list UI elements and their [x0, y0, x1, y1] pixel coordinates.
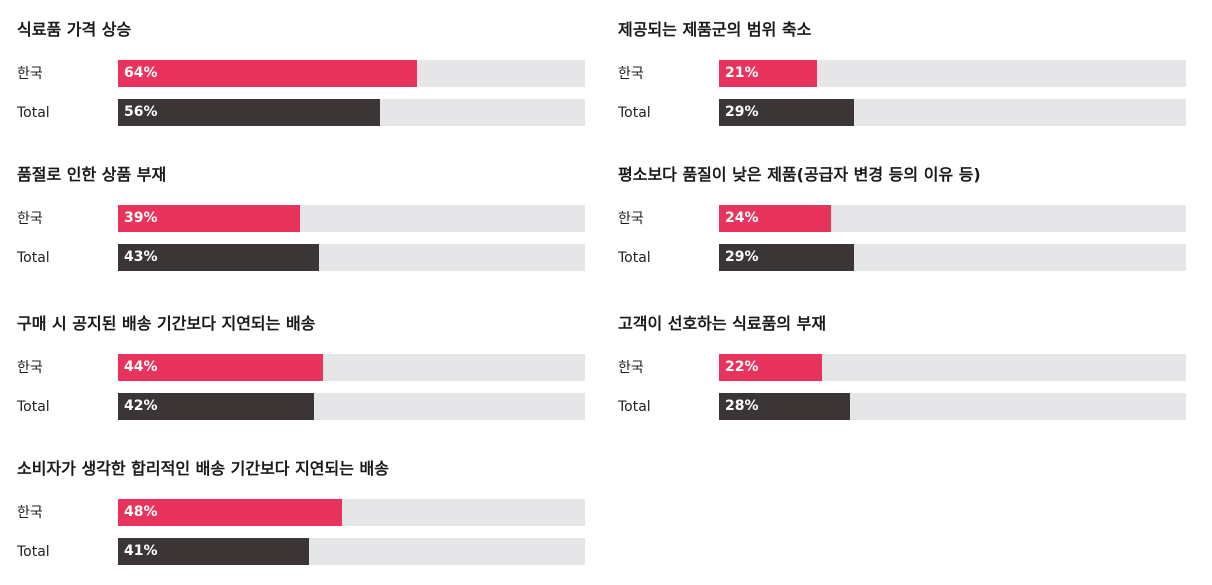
category-label: Total [618, 250, 651, 266]
category-label: 한국 [17, 505, 43, 521]
category-label: 한국 [618, 360, 644, 376]
bar-track: 42% [118, 393, 585, 420]
bar-korea: 64% [118, 60, 417, 87]
bar-total: 28% [719, 393, 850, 420]
bar-value-label: 24% [725, 210, 759, 226]
bar-value-label: 39% [124, 210, 158, 226]
bar-track: 43% [118, 244, 585, 271]
category-label: Total [618, 399, 651, 415]
bar-total: 41% [118, 538, 309, 565]
category-label: Total [17, 544, 50, 560]
bar-total: 43% [118, 244, 319, 271]
chart-panel: 평소보다 품질이 낮은 제품(공급자 변경 등의 이유 등) 한국 24% Total… [618, 145, 1186, 290]
bar-korea: 24% [719, 205, 831, 232]
bar-value-label: 56% [124, 104, 158, 120]
bar-track: 24% [719, 205, 1186, 232]
bar-track: 29% [719, 99, 1186, 126]
bar-value-label: 22% [725, 359, 759, 375]
category-label: 한국 [17, 360, 43, 376]
bar-track: 29% [719, 244, 1186, 271]
bar-korea: 44% [118, 354, 323, 381]
category-label: 한국 [17, 211, 43, 227]
category-label: 한국 [618, 66, 644, 82]
chart-title: 품절로 인한 상품 부재 [17, 165, 167, 184]
bar-track: 39% [118, 205, 585, 232]
bar-value-label: 21% [725, 65, 759, 81]
bar-value-label: 44% [124, 359, 158, 375]
chart-title: 소비자가 생각한 합리적인 배송 기간보다 지연되는 배송 [17, 459, 389, 478]
bar-value-label: 29% [725, 104, 759, 120]
bar-track: 48% [118, 499, 585, 526]
bar-track: 44% [118, 354, 585, 381]
bar-value-label: 29% [725, 249, 759, 265]
chart-title: 구매 시 공지된 배송 기간보다 지연되는 배송 [17, 314, 316, 333]
bar-korea: 21% [719, 60, 817, 87]
bar-track: 56% [118, 99, 585, 126]
bar-value-label: 48% [124, 504, 158, 520]
bar-track: 64% [118, 60, 585, 87]
bar-value-label: 43% [124, 249, 158, 265]
category-label: Total [618, 105, 651, 121]
category-label: 한국 [618, 211, 644, 227]
bar-korea: 39% [118, 205, 300, 232]
bar-track: 22% [719, 354, 1186, 381]
bar-korea: 48% [118, 499, 342, 526]
bar-total: 56% [118, 99, 380, 126]
category-label: 한국 [17, 66, 43, 82]
category-label: Total [17, 105, 50, 121]
bar-total: 29% [719, 99, 854, 126]
chart-title: 제공되는 제품군의 범위 축소 [618, 20, 812, 39]
bar-total: 42% [118, 393, 314, 420]
bar-total: 29% [719, 244, 854, 271]
chart-title: 식료품 가격 상승 [17, 20, 132, 39]
bar-korea: 22% [719, 354, 822, 381]
chart-title: 고객이 선호하는 식료품의 부재 [618, 314, 827, 333]
category-label: Total [17, 250, 50, 266]
bar-value-label: 41% [124, 543, 158, 559]
category-label: Total [17, 399, 50, 415]
bar-track: 21% [719, 60, 1186, 87]
bar-value-label: 28% [725, 398, 759, 414]
bar-value-label: 42% [124, 398, 158, 414]
bar-track: 28% [719, 393, 1186, 420]
bar-value-label: 64% [124, 65, 158, 81]
chart-title: 평소보다 품질이 낮은 제품(공급자 변경 등의 이유 등) [618, 165, 981, 184]
bar-track: 41% [118, 538, 585, 565]
